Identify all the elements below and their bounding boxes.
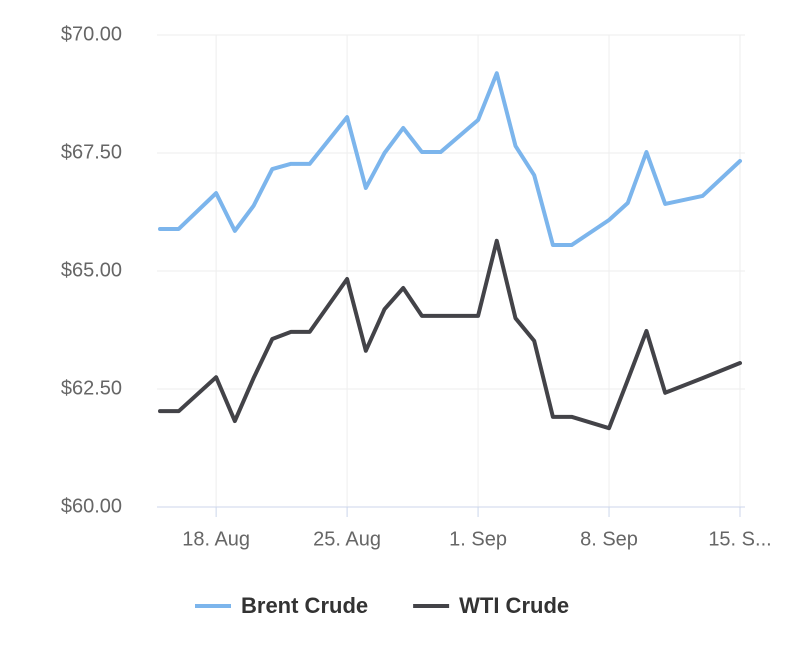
x-tick-label: 25. Aug: [313, 528, 381, 550]
series-line: [158, 238, 742, 431]
y-tick-label: $65.00: [61, 259, 122, 281]
y-tick-label: $67.50: [61, 141, 122, 163]
x-tick-label: 1. Sep: [449, 528, 507, 550]
x-tick-label: 8. Sep: [580, 528, 638, 550]
x-tick-label: 15. S...: [708, 528, 771, 550]
legend-label: WTI Crude: [459, 593, 569, 618]
legend: Brent Crude WTI Crude: [195, 593, 569, 618]
x-tick-label: 18. Aug: [182, 528, 250, 550]
y-tick-label: $62.50: [61, 377, 122, 399]
legend-label: Brent Crude: [241, 593, 368, 618]
y-tick-label: $60.00: [61, 495, 122, 517]
series-line: [158, 71, 742, 248]
y-tick-label: $70.00: [61, 23, 122, 45]
